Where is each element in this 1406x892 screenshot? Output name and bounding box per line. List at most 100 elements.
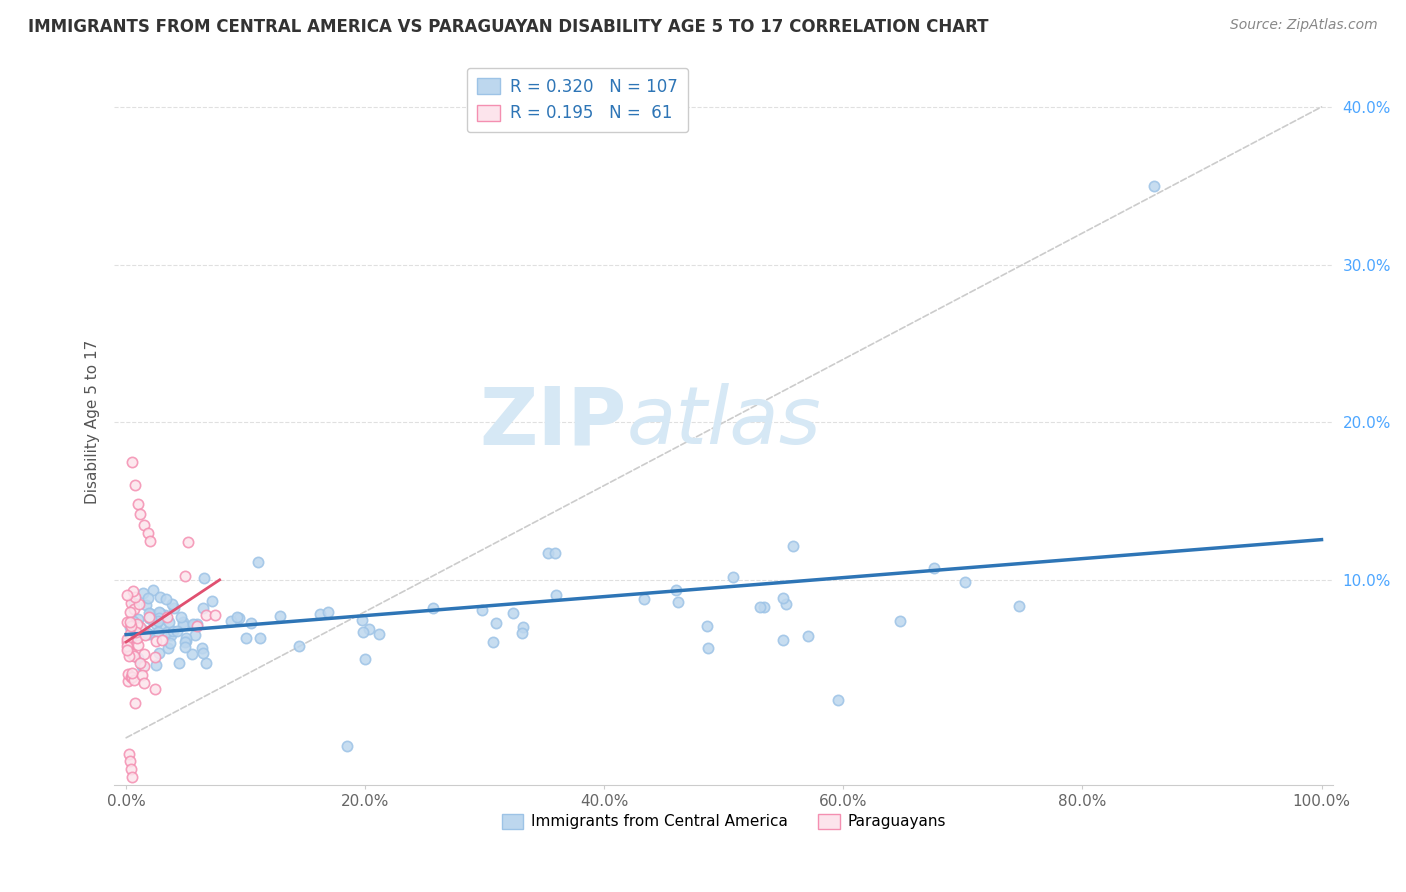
- Point: [183, 617, 205, 632]
- Point: [163, 600, 186, 615]
- Point: [512, 620, 534, 634]
- Point: [772, 632, 794, 647]
- Point: [120, 631, 142, 645]
- Text: Source: ZipAtlas.com: Source: ZipAtlas.com: [1230, 18, 1378, 32]
- Point: [191, 640, 214, 655]
- Point: [797, 629, 820, 643]
- Point: [696, 619, 718, 633]
- Point: [193, 601, 215, 615]
- Point: [204, 608, 226, 623]
- Point: [120, 596, 142, 610]
- Point: [145, 657, 167, 672]
- Point: [353, 652, 375, 666]
- Point: [124, 696, 146, 710]
- Point: [121, 670, 143, 684]
- Point: [510, 626, 533, 640]
- Point: [135, 598, 157, 612]
- Point: [131, 667, 153, 681]
- Point: [117, 666, 139, 681]
- Point: [201, 594, 224, 608]
- Point: [117, 634, 139, 648]
- Point: [145, 634, 167, 648]
- Point: [228, 611, 250, 625]
- Point: [141, 612, 163, 626]
- Point: [544, 588, 567, 602]
- Point: [155, 591, 177, 606]
- Point: [143, 649, 166, 664]
- Point: [134, 628, 156, 642]
- Point: [134, 648, 156, 662]
- Point: [184, 627, 207, 641]
- Point: [127, 497, 149, 511]
- Point: [122, 602, 145, 616]
- Point: [336, 739, 359, 753]
- Point: [309, 607, 332, 622]
- Point: [118, 620, 141, 634]
- Point: [159, 636, 181, 650]
- Point: [166, 624, 188, 638]
- Point: [138, 606, 160, 620]
- Point: [120, 670, 142, 684]
- Point: [128, 620, 150, 634]
- Point: [772, 591, 794, 606]
- Point: [129, 620, 152, 634]
- Point: [127, 638, 149, 652]
- Point: [122, 596, 145, 610]
- Point: [117, 588, 139, 602]
- Point: [121, 647, 143, 661]
- Point: [544, 546, 567, 560]
- Point: [132, 676, 155, 690]
- Point: [118, 755, 141, 769]
- Point: [117, 642, 139, 657]
- Point: [666, 595, 689, 609]
- Point: [118, 649, 141, 664]
- Point: [176, 535, 198, 549]
- Point: [122, 649, 145, 664]
- Point: [150, 633, 173, 648]
- Point: [138, 611, 160, 625]
- Point: [633, 592, 655, 607]
- Point: [422, 601, 444, 615]
- Point: [132, 623, 155, 637]
- Point: [287, 639, 309, 653]
- Point: [167, 656, 190, 670]
- Point: [148, 611, 170, 625]
- Point: [124, 624, 146, 639]
- Point: [247, 555, 270, 569]
- Point: [160, 628, 183, 642]
- Point: [249, 631, 271, 645]
- Point: [135, 625, 157, 640]
- Point: [148, 605, 170, 619]
- Point: [665, 582, 688, 597]
- Point: [156, 641, 179, 656]
- Point: [1008, 599, 1031, 614]
- Point: [160, 597, 183, 611]
- Point: [1143, 178, 1166, 193]
- Point: [173, 634, 195, 648]
- Point: [121, 619, 143, 633]
- Point: [124, 673, 146, 687]
- Point: [139, 533, 162, 548]
- Text: IMMIGRANTS FROM CENTRAL AMERICA VS PARAGUAYAN DISABILITY AGE 5 TO 17 CORRELATION: IMMIGRANTS FROM CENTRAL AMERICA VS PARAG…: [28, 18, 988, 36]
- Point: [121, 665, 143, 680]
- Point: [127, 650, 149, 665]
- Text: ZIP: ZIP: [479, 384, 626, 461]
- Point: [124, 478, 146, 492]
- Point: [146, 614, 169, 628]
- Point: [125, 631, 148, 645]
- Point: [186, 619, 208, 633]
- Point: [117, 642, 139, 657]
- Point: [120, 615, 142, 629]
- Point: [953, 575, 976, 590]
- Point: [471, 602, 494, 616]
- Point: [174, 631, 197, 645]
- Point: [191, 646, 214, 660]
- Point: [143, 681, 166, 696]
- Point: [127, 616, 149, 631]
- Point: [170, 610, 193, 624]
- Point: [148, 624, 170, 639]
- Point: [129, 507, 152, 521]
- Point: [138, 626, 160, 640]
- Point: [117, 674, 139, 689]
- Point: [172, 615, 194, 629]
